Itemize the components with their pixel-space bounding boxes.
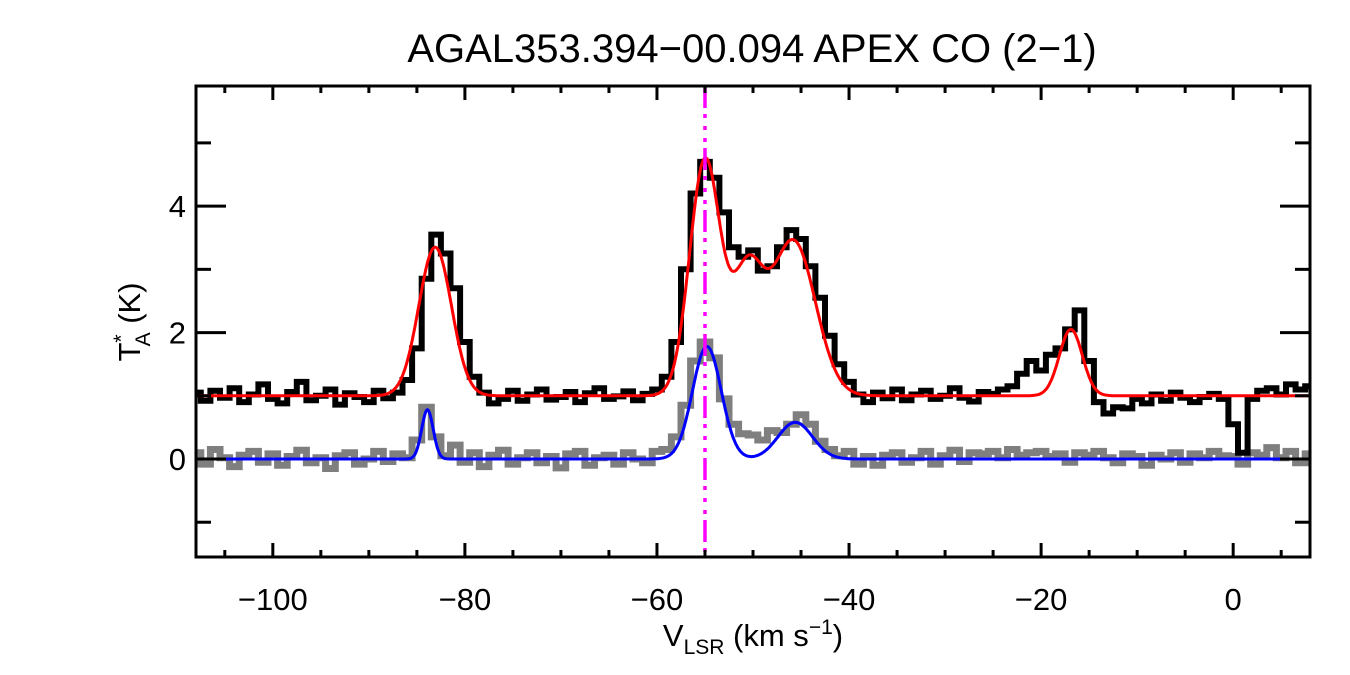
axis-ticks — [196, 86, 1310, 557]
x-axis-label: VLSR (km s−1) — [663, 616, 843, 659]
x-axis-label-sup: −1 — [809, 616, 833, 639]
x-tick-label: 0 — [1225, 582, 1242, 617]
y-axis-label-main: T — [112, 343, 147, 362]
y-tick-label: 0 — [169, 442, 186, 477]
x-tick-label: −60 — [631, 582, 684, 617]
plot-area — [196, 86, 1310, 557]
residual-spectrum-layer — [196, 338, 1310, 472]
x-axis-label-unit: (km s — [724, 618, 808, 653]
x-tick-label: −80 — [439, 582, 492, 617]
y-axis-label: T*A (K) — [110, 282, 155, 361]
x-tick-label: −40 — [823, 582, 876, 617]
x-axis-label-main: V — [663, 618, 684, 653]
x-axis-label-close: ) — [833, 618, 843, 653]
y-tick-label: 2 — [169, 316, 186, 351]
x-tick-label: −100 — [238, 582, 308, 617]
x-axis-label-sub: LSR — [684, 636, 725, 659]
x-tick-label: −20 — [1015, 582, 1068, 617]
residual-spectrum-line — [196, 338, 1310, 472]
y-axis-label-sup: * — [110, 334, 133, 342]
spectrum-layer — [196, 158, 1310, 456]
component-fit-line — [196, 344, 1310, 461]
fit-layer — [196, 156, 1310, 461]
plot-frame — [194, 84, 1312, 559]
y-tick-label: 4 — [169, 189, 186, 224]
tick-labels: −100 −80 −60 −40 −20 0 0 2 4 — [169, 189, 1242, 617]
gaussian-fit-line — [196, 156, 1310, 398]
y-axis-label-sub: A — [132, 332, 155, 346]
spectrum-line — [196, 158, 1310, 456]
y-axis-label-unit: (K) — [112, 282, 147, 332]
chart-title: AGAL353.394−00.094 APEX CO (2−1) — [407, 27, 1096, 71]
